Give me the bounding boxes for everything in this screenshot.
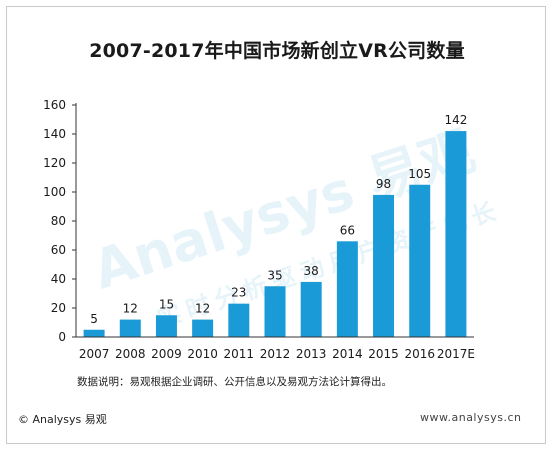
y-tick-label: 80	[51, 214, 66, 228]
copyright-text: © Analysys 易观	[18, 413, 107, 426]
x-tick-label: 2009	[151, 347, 182, 361]
bar	[192, 319, 214, 337]
bar-value-label: 12	[123, 302, 138, 316]
x-tick-label: 2015	[368, 347, 399, 361]
x-axis: 2007 2008 2009 2010 2011 2012 2013 2014 2015 2016…	[76, 336, 475, 361]
x-tick-label: 2013	[296, 347, 327, 361]
y-tick-label: 100	[43, 185, 66, 199]
bars: 5 12 15 12 23 35 38 66 98 105 142	[83, 113, 467, 337]
x-tick-label: 2016	[404, 347, 435, 361]
bar	[336, 241, 358, 337]
bar	[119, 319, 141, 337]
bar	[155, 315, 177, 337]
bar-value-label: 66	[340, 223, 355, 237]
x-tick-label: 2008	[115, 347, 146, 361]
y-tick-label: 160	[43, 98, 66, 112]
x-tick-label: 2011	[224, 347, 255, 361]
x-tick-label: 2007	[79, 347, 110, 361]
y-tick-label: 60	[51, 243, 66, 257]
bar-value-label: 15	[159, 297, 174, 311]
chart-title: 2007-2017年中国市场新创立VR公司数量	[89, 40, 465, 62]
x-tick-label: 2012	[260, 347, 291, 361]
bar	[445, 131, 467, 337]
bar	[228, 303, 250, 337]
bar	[264, 286, 286, 337]
x-tick-label: 2010	[187, 347, 218, 361]
bar-value-label: 98	[376, 177, 391, 191]
y-tick-label: 140	[43, 127, 66, 141]
bar-value-label: 23	[231, 286, 246, 300]
y-tick-label: 20	[51, 301, 66, 315]
bar	[409, 184, 431, 337]
y-axis: 0 20 40 60 80 100 120 140 160	[43, 98, 77, 344]
x-tick-label: 2014	[332, 347, 363, 361]
website-link[interactable]: www.analysys.cn	[420, 411, 522, 424]
bar	[300, 281, 322, 337]
bar-value-label: 142	[444, 113, 467, 127]
bar-value-label: 38	[304, 264, 319, 278]
y-tick-label: 0	[58, 330, 66, 344]
bar-value-label: 35	[267, 268, 282, 282]
y-tick-label: 120	[43, 156, 66, 170]
bar-value-label: 105	[408, 167, 431, 181]
bar	[83, 329, 105, 337]
y-tick-label: 40	[51, 272, 66, 286]
x-tick-label: 2017E	[437, 347, 475, 361]
watermark: Analysys 易观 实时分析驱动用户资产成长	[85, 119, 504, 333]
bar-value-label: 5	[90, 312, 98, 326]
bar-value-label: 12	[195, 302, 210, 316]
bar	[373, 194, 395, 337]
data-note: 数据说明：易观根据企业调研、公开信息以及易观方法论计算得出。	[77, 376, 392, 388]
